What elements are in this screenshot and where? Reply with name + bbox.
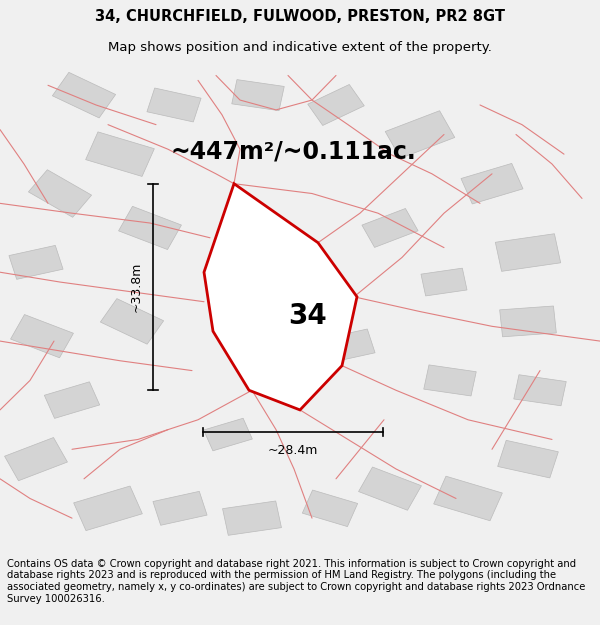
Polygon shape — [147, 88, 201, 122]
Polygon shape — [232, 79, 284, 111]
Polygon shape — [86, 132, 154, 176]
Polygon shape — [52, 72, 116, 118]
Text: ~33.8m: ~33.8m — [129, 262, 142, 312]
Text: ~447m²/~0.111ac.: ~447m²/~0.111ac. — [171, 140, 417, 164]
Polygon shape — [204, 184, 357, 410]
Polygon shape — [362, 209, 418, 248]
Polygon shape — [223, 501, 281, 536]
Polygon shape — [74, 486, 142, 531]
Text: 34, CHURCHFIELD, FULWOOD, PRESTON, PR2 8GT: 34, CHURCHFIELD, FULWOOD, PRESTON, PR2 8… — [95, 9, 505, 24]
Polygon shape — [424, 365, 476, 396]
Text: ~28.4m: ~28.4m — [268, 444, 318, 458]
Polygon shape — [9, 246, 63, 279]
Polygon shape — [434, 476, 502, 521]
Polygon shape — [421, 268, 467, 296]
Text: 34: 34 — [288, 302, 326, 331]
Polygon shape — [514, 375, 566, 406]
Polygon shape — [321, 329, 375, 363]
Polygon shape — [11, 314, 73, 358]
Text: Contains OS data © Crown copyright and database right 2021. This information is : Contains OS data © Crown copyright and d… — [7, 559, 586, 604]
Polygon shape — [496, 234, 560, 271]
Polygon shape — [44, 382, 100, 418]
Polygon shape — [119, 206, 181, 249]
Polygon shape — [497, 441, 559, 478]
Polygon shape — [385, 111, 455, 158]
Polygon shape — [308, 84, 364, 126]
Polygon shape — [5, 438, 67, 481]
Polygon shape — [153, 491, 207, 525]
Polygon shape — [203, 418, 253, 451]
Polygon shape — [302, 490, 358, 527]
Polygon shape — [28, 170, 92, 217]
Polygon shape — [100, 299, 164, 344]
Polygon shape — [259, 273, 305, 301]
Polygon shape — [461, 163, 523, 204]
Polygon shape — [500, 306, 556, 337]
Text: Map shows position and indicative extent of the property.: Map shows position and indicative extent… — [108, 41, 492, 54]
Polygon shape — [359, 467, 421, 510]
